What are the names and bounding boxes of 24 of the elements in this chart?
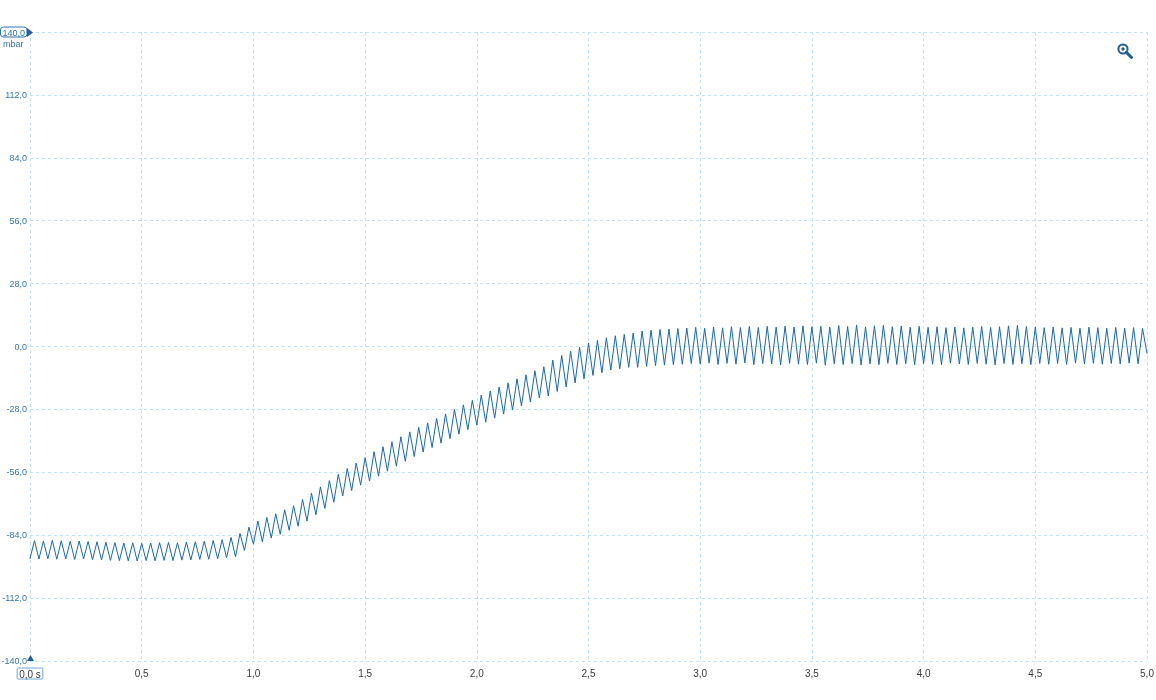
y-axis-title: mbar (3, 38, 24, 49)
x-tick-label: 0,0 s (19, 668, 41, 680)
x-tick-label: 3,0 (693, 667, 708, 679)
x-tick-label: 2,0 (469, 667, 485, 679)
y-tick-label: 0,0 (14, 341, 27, 352)
y-tick-label: 28,0 (9, 278, 27, 289)
x-tick-label: 1,0 (246, 667, 261, 679)
x-tick-label: 1,5 (358, 667, 373, 679)
y-tick-label: -56,0 (6, 467, 27, 478)
y-tick-label: -84,0 (6, 530, 27, 541)
y-tick-label: -112,0 (2, 593, 27, 604)
line-series (29, 324, 1148, 562)
x-tick-label: 3,5 (804, 667, 820, 679)
y-tick-label: -140,0 (1, 656, 27, 666)
y-tick-label: -28,0 (6, 404, 27, 415)
y-tick-label: 84,0 (9, 152, 27, 163)
x-tick-label: 5,0 (1140, 667, 1155, 679)
x-tick-label: 0,5 (134, 667, 150, 679)
y-tick-label: 140,0 (2, 27, 25, 38)
y-tick-label: 56,0 (9, 215, 27, 226)
x-tick-label: 2,5 (581, 667, 596, 679)
y-tick-label: 112,0 (5, 89, 27, 100)
x-tick-label: 4,0 (916, 667, 931, 679)
x-tick-label: 4,5 (1028, 667, 1043, 679)
